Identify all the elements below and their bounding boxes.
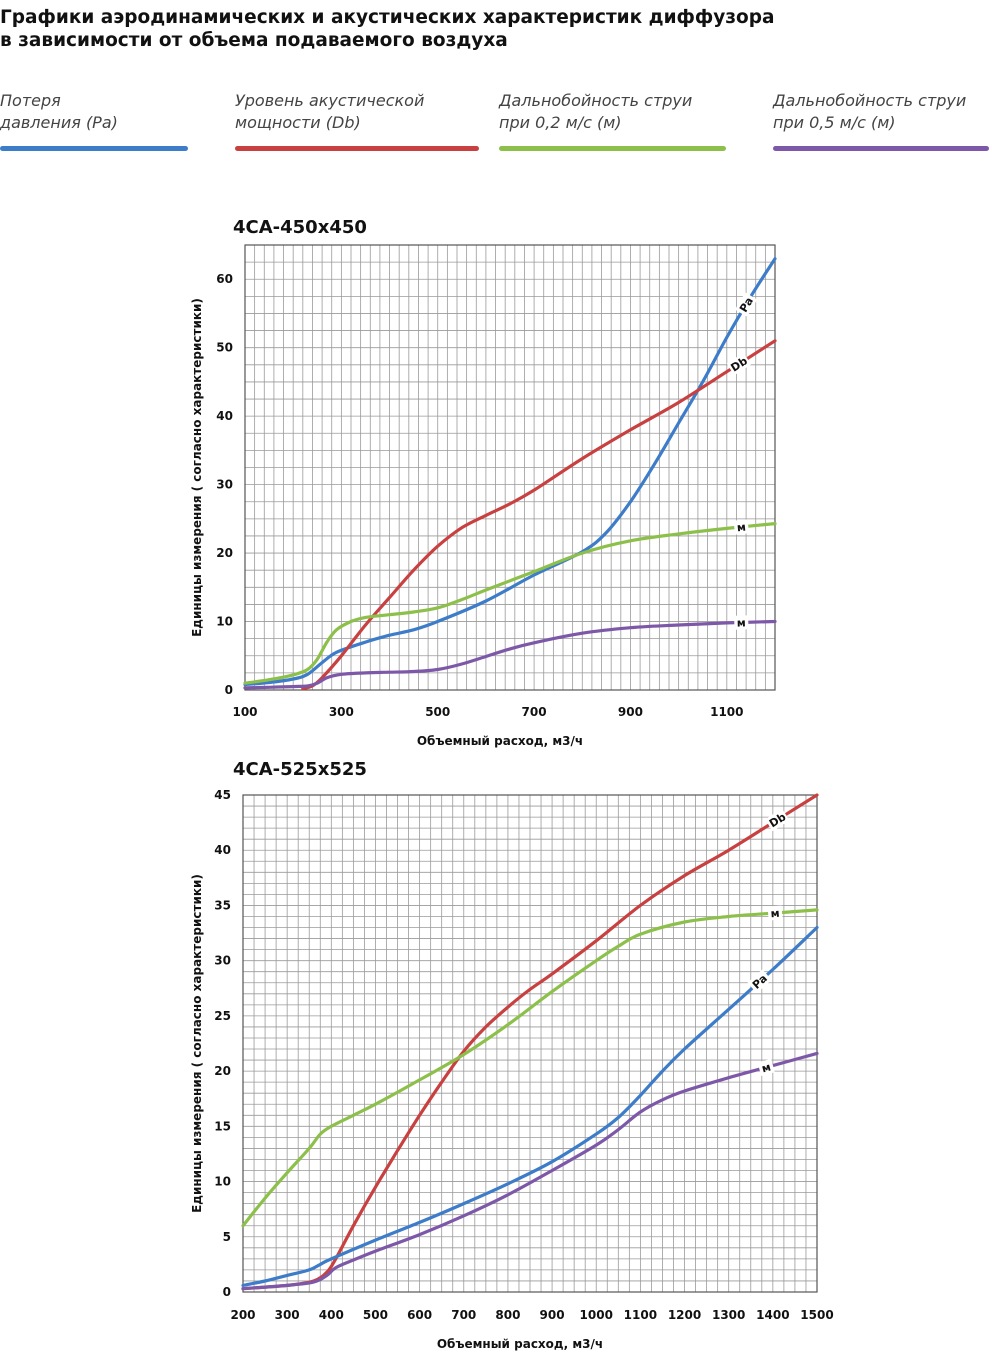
series-line-db [301,339,777,691]
legend-swatch-acoustic [235,146,479,151]
x-tick-label: 900 [540,1308,565,1322]
y-tick-label: 30 [216,478,233,492]
page-title-line-1: Графики аэродинамических и акустических … [0,7,775,28]
series-line-m02 [243,522,777,685]
chart-title: 4CA-525x525 [233,759,367,780]
y-tick-label: 50 [216,341,233,355]
y-tick-label: 60 [216,272,233,286]
series-label-background [767,905,783,921]
x-tick-label: 1300 [712,1308,745,1322]
x-tick-label: 500 [363,1308,388,1322]
x-tick-label: 1100 [624,1308,657,1322]
grid [244,244,776,691]
series-line-pa [241,925,819,1287]
legend-item-throw-05: Дальнобойность струи при 0,5 м/с (м) [773,90,989,151]
page-title-line-2: в зависимости от объема подаваемого возд… [0,30,508,51]
x-tick-label: 300 [275,1308,300,1322]
y-axis-label: Единицы измерения ( согласно характерист… [190,298,204,637]
series-label-background [765,808,790,832]
x-tick-label: 700 [522,705,547,719]
x-tick-label: 400 [319,1308,344,1322]
y-tick-label: 40 [216,409,233,423]
series-label-text: м [760,1060,772,1075]
series-line-m05 [241,1051,819,1291]
series-line-pa [243,257,777,687]
series-label-m02: м [733,519,749,535]
x-axis-label: Объемный расход, м3/ч [417,734,583,748]
x-tick-label: 600 [407,1308,432,1322]
series-label-m05: м [757,1058,775,1077]
x-tick-label: 300 [329,705,354,719]
x-tick-label: 500 [425,705,450,719]
series-label-background [733,519,749,535]
series-line-db [241,793,819,1291]
series-label-background [747,969,772,994]
chart-title: 4CA-450x450 [233,217,367,238]
x-tick-label: 1500 [800,1308,833,1322]
y-tick-label: 45 [214,788,231,802]
legend-swatch-throw-02 [499,146,726,151]
legend-label-line-2: при 0,2 м/с (м) [499,113,622,132]
x-tick-label: 100 [232,705,257,719]
y-axis-label: Единицы измерения ( согласно характерист… [190,874,204,1213]
legend-label-line-2: при 0,5 м/с (м) [773,113,896,132]
series-label-background [734,615,749,630]
y-tick-label: 15 [214,1119,231,1133]
x-tick-label: 700 [451,1308,476,1322]
legend-item-throw-02: Дальнобойность струи при 0,2 м/с (м) [499,90,726,151]
series-label-m05: м [734,615,749,630]
plot-frame [242,794,818,1293]
y-tick-label: 20 [214,1064,231,1078]
series-line-m05 [243,619,777,690]
page-title: Графики аэродинамических и акустических … [0,6,980,52]
legend-label-line-1: Дальнобойность струи [773,91,967,110]
series-label-background [734,292,758,317]
y-tick-label: 40 [214,843,231,857]
legend-label-line-1: Потеря [0,91,61,110]
y-tick-label: 10 [214,1175,231,1189]
x-tick-label: 1400 [756,1308,789,1322]
y-tick-label: 5 [223,1230,231,1244]
series-label-text: м [736,521,746,535]
series-label-m02: м [767,905,783,921]
legend-swatch-throw-05 [773,146,989,151]
x-tick-label: 1100 [710,705,743,719]
x-axis-label: Объемный расход, м3/ч [437,1337,603,1351]
series-label-text: м [737,616,746,629]
y-tick-label: 0 [225,683,233,697]
chart-4ca-450x450: 4CA-450x450 100 300 500 700 900 1100 0 10 20 30 40 5… [190,217,777,748]
series-label-text: м [770,907,780,921]
legend-swatch-pressure [0,146,188,151]
series-label-background [757,1058,775,1077]
grid [242,794,818,1293]
series-label-background [726,352,752,376]
legend-item-pressure: Потеря давления (Pa) [0,90,188,151]
x-tick-label: 200 [230,1308,255,1322]
legend-label-line-1: Уровень акустической [235,91,425,110]
y-tick-label: 25 [214,1009,231,1023]
y-tick-label: 20 [216,546,233,560]
x-tick-label: 1000 [580,1308,613,1322]
y-tick-label: 30 [214,954,231,968]
legend-item-acoustic: Уровень акустической мощности (Db) [235,90,479,151]
legend-label-line-2: давления (Pa) [0,113,118,132]
legend-label-line-2: мощности (Db) [235,113,361,132]
series-line-m02 [241,908,819,1228]
y-tick-label: 0 [223,1285,231,1299]
y-tick-label: 35 [214,898,231,912]
x-tick-label: 1200 [668,1308,701,1322]
y-tick-label: 10 [216,615,233,629]
plot-frame [244,244,776,691]
x-tick-label: 900 [618,705,643,719]
legend-label-line-1: Дальнобойность струи [499,91,693,110]
x-tick-label: 800 [495,1308,520,1322]
